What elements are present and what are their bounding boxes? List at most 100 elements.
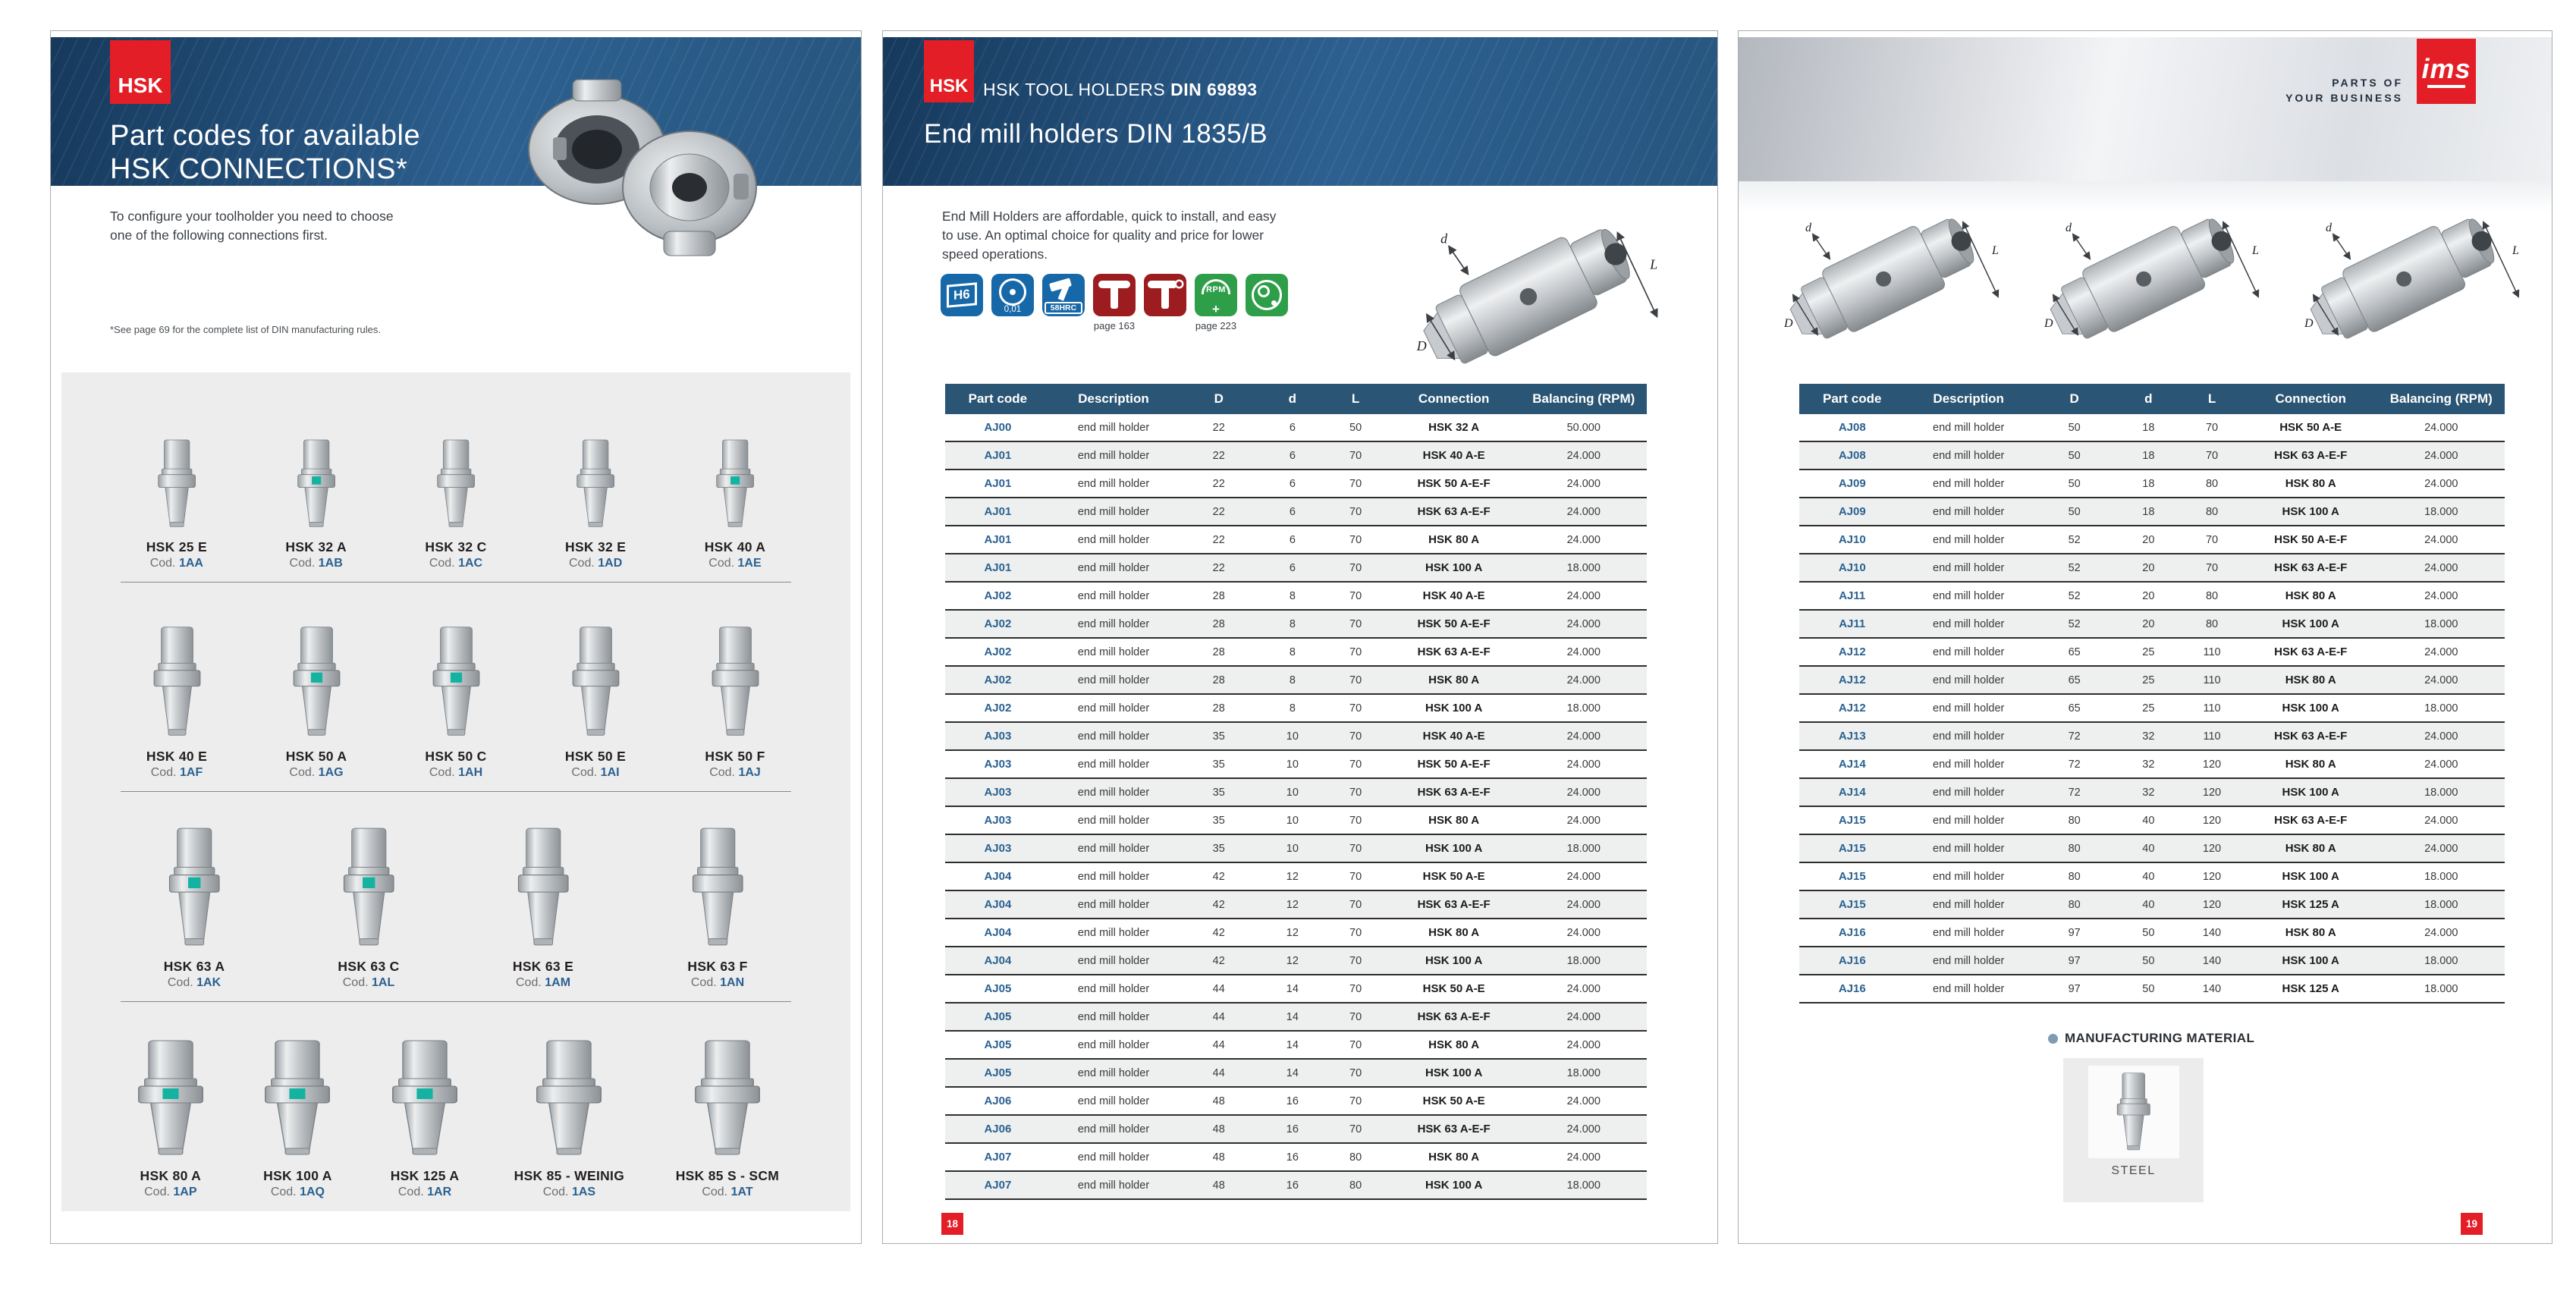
column-header: d: [1261, 384, 1324, 414]
table-row: AJ12 end mill holder 65 25 110 HSK 100 A 18.00…: [1799, 694, 2505, 723]
cell-desc: end mill holder: [1050, 1143, 1177, 1172]
cell-part: AJ15: [1799, 862, 1905, 891]
cell-rpm: 24.000: [1520, 750, 1647, 779]
cell-conn: HSK 100 A: [1387, 694, 1521, 723]
cell-d: 40: [2116, 862, 2181, 891]
diagram-row: L D d L D d: [1773, 184, 2529, 366]
dim-label-D: D: [1416, 338, 1427, 353]
cell-conn: HSK 100 A: [2243, 862, 2378, 891]
cell-rpm: 24.000: [1520, 975, 1647, 1003]
connection-name: HSK 40 A: [704, 539, 766, 554]
cell-L: 80: [2180, 498, 2244, 526]
cell-L: 80: [2180, 582, 2244, 611]
cell-d: 18: [2116, 470, 2181, 498]
cell-rpm: 24.000: [2377, 638, 2505, 667]
cell-part: AJ10: [1799, 554, 1905, 583]
cell-L: 70: [1324, 890, 1387, 919]
connection-item: HSK 25 E Cod. 1AA: [146, 438, 207, 570]
cell-D: 28: [1176, 582, 1261, 611]
cell-conn: HSK 125 A: [2243, 975, 2378, 1003]
cell-rpm: 24.000: [1520, 806, 1647, 835]
cell-part: AJ16: [1799, 947, 1905, 975]
connection-name: HSK 63 F: [687, 958, 748, 974]
connection-code: Cod. 1AI: [571, 766, 620, 779]
cell-d: 16: [1261, 1087, 1324, 1116]
connections-grid: HSK 25 E Cod. 1AA HSK 32 A Cod. 1AB HSK 32 C…: [61, 372, 850, 1211]
dim-label-L: L: [2251, 244, 2259, 257]
cell-part: AJ09: [1799, 470, 1905, 498]
cell-d: 10: [1261, 778, 1324, 807]
cell-D: 52: [2031, 526, 2117, 554]
cell-L: 120: [2180, 750, 2244, 779]
cell-rpm: 18.000: [1520, 1059, 1647, 1088]
cell-conn: HSK 63 A-E-F: [2243, 441, 2378, 470]
toolholder-image: [141, 624, 213, 740]
toolholder-image: [330, 825, 408, 950]
toolholder-image: [156, 825, 234, 950]
cell-conn: HSK 50 A-E-F: [1387, 470, 1521, 498]
connection-item: HSK 63 F Cod. 1AN: [679, 825, 757, 990]
cell-L: 120: [2180, 890, 2244, 919]
cell-d: 14: [1261, 1031, 1324, 1060]
cell-D: 97: [2031, 947, 2117, 975]
cell-L: 110: [2180, 694, 2244, 723]
cell-desc: end mill holder: [1905, 526, 2032, 554]
table-row: AJ02 end mill holder 28 8 70 HSK 80 A 24.000: [945, 666, 1647, 695]
cell-rpm: 24.000: [1520, 1087, 1647, 1116]
cell-conn: HSK 80 A: [1387, 1031, 1521, 1060]
cell-conn: HSK 80 A: [1387, 806, 1521, 835]
cell-L: 70: [2180, 414, 2244, 442]
cell-d: 10: [1261, 806, 1324, 835]
dim-label-d: d: [1805, 221, 1812, 234]
cell-rpm: 24.000: [1520, 1143, 1647, 1172]
toolholder-image: [706, 438, 764, 530]
cell-D: 42: [1176, 862, 1261, 891]
wrench-page-ref: page 163: [1093, 320, 1136, 331]
bullet-icon: [2048, 1033, 2058, 1044]
cell-L: 140: [2180, 975, 2244, 1003]
cell-rpm: 24.000: [2377, 806, 2505, 835]
cell-rpm: 24.000: [2377, 582, 2505, 611]
cell-conn: HSK 63 A-E-F: [1387, 1115, 1521, 1144]
cell-rpm: 24.000: [1520, 890, 1647, 919]
cell-desc: end mill holder: [1905, 610, 2032, 639]
cell-L: 70: [1324, 610, 1387, 639]
cell-desc: end mill holder: [1050, 441, 1177, 470]
cell-part: AJ07: [945, 1143, 1051, 1172]
toolholder-image: [148, 438, 206, 530]
connection-name: HSK 50 E: [564, 749, 627, 764]
connection-code: Cod. 1AT: [702, 1186, 753, 1198]
cell-d: 12: [1261, 890, 1324, 919]
cell-D: 22: [1176, 498, 1261, 526]
cell-L: 70: [2180, 441, 2244, 470]
cell-rpm: 24.000: [1520, 582, 1647, 611]
table-row: AJ16 end mill holder 97 50 140 HSK 80 A 24.000: [1799, 919, 2505, 947]
page-number: 18: [941, 1213, 963, 1235]
table-row: AJ05 end mill holder 44 14 70 HSK 50 A-E 24.00…: [945, 975, 1647, 1003]
table-row: AJ05 end mill holder 44 14 70 HSK 100 A 18.000: [945, 1059, 1647, 1088]
cell-part: AJ01: [945, 498, 1051, 526]
cell-rpm: 24.000: [1520, 666, 1647, 695]
cell-rpm: 24.000: [2377, 526, 2505, 554]
cell-L: 70: [1324, 1087, 1387, 1116]
table-row: AJ08 end mill holder 50 18 70 HSK 63 A-E-F 24.…: [1799, 441, 2505, 470]
cell-L: 70: [1324, 750, 1387, 779]
cell-D: 22: [1176, 414, 1261, 442]
cell-conn: HSK 40 A-E: [1387, 582, 1521, 611]
table-row: AJ11 end mill holder 52 20 80 HSK 100 A 18.000: [1799, 610, 2505, 639]
cell-desc: end mill holder: [1050, 890, 1177, 919]
connection-row: HSK 25 E Cod. 1AA HSK 32 A Cod. 1AB HSK 32 C…: [61, 372, 850, 583]
cell-d: 20: [2116, 610, 2181, 639]
cell-part: AJ06: [945, 1115, 1051, 1144]
cell-D: 80: [2031, 806, 2117, 835]
cell-D: 72: [2031, 778, 2117, 807]
toolholder-image: [420, 624, 492, 740]
cell-desc: end mill holder: [1905, 666, 2032, 695]
cell-desc: end mill holder: [1905, 947, 2032, 975]
connection-item: HSK 100 A Cod. 1AQ: [259, 1038, 335, 1199]
cell-d: 50: [2116, 975, 2181, 1003]
cell-L: 120: [2180, 834, 2244, 863]
cell-rpm: 24.000: [1520, 1031, 1647, 1060]
cell-desc: end mill holder: [1905, 694, 2032, 723]
cell-d: 32: [2116, 778, 2181, 807]
